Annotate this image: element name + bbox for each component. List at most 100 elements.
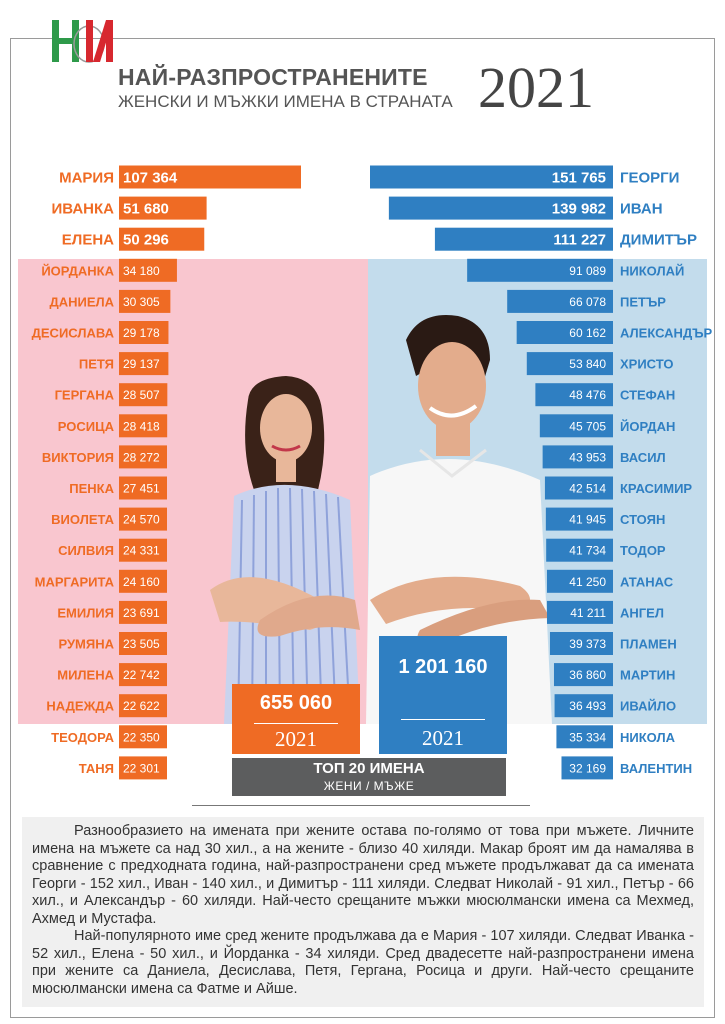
women-name-label: ПЕТЯ [79, 357, 114, 372]
men-name-label: ВАСИЛ [620, 450, 666, 465]
women-bar-value: 107 364 [123, 170, 178, 187]
women-name-label: МАРГАРИТА [35, 574, 115, 589]
women-bar [119, 756, 167, 780]
men-bar [388, 196, 613, 220]
women-bar-value: 29 137 [123, 357, 160, 371]
women-bar-value: 29 178 [123, 326, 160, 340]
men-name-label: ПЛАМЕН [620, 637, 677, 652]
women-bar-value: 22 622 [123, 699, 160, 713]
women-bar [119, 414, 168, 438]
men-bar-value: 36 493 [569, 699, 606, 713]
women-bar [119, 569, 167, 593]
men-name-label: ГЕОРГИ [620, 170, 679, 187]
women-name-label: ТАНЯ [79, 761, 114, 776]
men-name-label: ХРИСТО [620, 357, 673, 372]
page-title: НАЙ-РАЗПРОСТРАНЕНИТЕ [118, 64, 428, 90]
women-total-value: 655 060 [259, 692, 333, 714]
men-name-label: НИКОЛА [620, 730, 676, 745]
men-name-label: ИВАН [620, 201, 663, 218]
men-bar-value: 43 953 [569, 450, 606, 464]
men-bar-value: 41 734 [569, 544, 606, 558]
men-name-label: МАРТИН [620, 668, 675, 683]
men-bar-value: 41 211 [570, 606, 606, 620]
men-name-label: НИКОЛАЙ [620, 263, 684, 278]
men-bar-value: 35 334 [569, 730, 606, 744]
women-bar [119, 289, 171, 313]
men-bar-value: 53 840 [569, 357, 606, 371]
women-bar-value: 24 331 [123, 544, 160, 558]
women-name-label: ТЕОДОРА [51, 730, 114, 745]
title-block: НАЙ-РАЗПРОСТРАНЕНИТЕ ЖЕНСКИ И МЪЖКИ ИМЕН… [118, 55, 618, 122]
men-bar [507, 289, 613, 313]
women-total-year: 2021 [275, 727, 317, 751]
women-name-label: МИЛЕНА [57, 668, 114, 683]
women-name-label: ЕЛЕНА [62, 232, 114, 249]
men-bar [467, 258, 613, 282]
women-name-label: ВИОЛЕТА [51, 512, 114, 527]
men-name-label: ДИМИТЪР [620, 232, 697, 249]
women-name-label: РОСИЦА [58, 419, 115, 434]
women-bar [119, 165, 301, 189]
women-name-label: ДАНИЕЛА [49, 294, 114, 309]
women-bar-value: 27 451 [123, 482, 160, 496]
men-bar-value: 60 162 [569, 326, 606, 340]
men-name-label: АЛЕКСАНДЪР [620, 326, 713, 341]
men-name-label: ВАЛЕНТИН [620, 761, 692, 776]
women-bar-value: 23 505 [123, 637, 160, 651]
women-bar [119, 663, 167, 687]
women-total-box: 655 060 2021 [232, 684, 360, 754]
women-bar [119, 538, 167, 562]
women-name-label: СИЛВИЯ [58, 543, 114, 558]
women-name-label: ДЕСИСЛАВА [32, 326, 115, 341]
women-bar [119, 445, 167, 469]
women-bar [119, 383, 168, 407]
women-bar [119, 352, 169, 376]
men-bar-value: 42 514 [569, 482, 606, 496]
women-bar [119, 476, 167, 500]
men-bar [434, 227, 613, 251]
women-name-label: ИВАНКА [51, 201, 114, 218]
women-bar-value: 28 507 [123, 388, 160, 402]
men-bar [553, 663, 613, 687]
men-bar [547, 600, 613, 624]
women-bar [119, 694, 167, 718]
men-bar-value: 41 250 [569, 575, 606, 589]
page-frame [10, 38, 715, 1018]
men-name-label: АНГЕЛ [620, 605, 664, 620]
men-bar [544, 476, 613, 500]
women-bar-value: 30 305 [123, 295, 160, 309]
women-bar-value: 51 680 [123, 201, 169, 218]
women-total-divider [254, 723, 338, 724]
women-bar-value: 22 350 [123, 730, 160, 744]
women-name-label: ВИКТОРИЯ [42, 450, 114, 465]
men-bar-value: 32 169 [569, 761, 606, 775]
men-name-label: КРАСИМИР [620, 481, 692, 496]
men-bar [516, 321, 613, 344]
women-bar [119, 227, 205, 251]
women-bar-value: 24 570 [123, 513, 160, 527]
top20-title: ТОП 20 ИМЕНА [313, 760, 425, 777]
women-bar [119, 258, 177, 282]
logo [52, 20, 113, 63]
men-bar-value: 111 227 [553, 232, 606, 249]
text-panel: Разнообразието на имената при жените ост… [22, 817, 704, 1007]
page-subtitle: ЖЕНСКИ И МЪЖКИ ИМЕНА В СТРАНАТА [118, 92, 453, 111]
title-year: 2021 [478, 55, 594, 120]
women-bar [119, 600, 167, 624]
men-total-value: 1 201 160 [398, 656, 488, 678]
men-bar [535, 383, 613, 407]
women-bar [119, 196, 207, 220]
men-bar-value: 39 373 [569, 637, 606, 651]
men-bar [549, 632, 613, 655]
men-total-year: 2021 [422, 726, 464, 750]
men-name-label: АТАНАС [620, 574, 674, 589]
men-bar [370, 165, 613, 189]
men-bar [546, 569, 613, 593]
women-name-label: РУМЯНА [58, 637, 114, 652]
men-bar-value: 91 089 [569, 264, 606, 278]
women-bar-value: 34 180 [123, 264, 160, 278]
women-bar-value: 24 160 [123, 575, 160, 589]
women-bar [119, 321, 169, 344]
text-paragraph-1: Разнообразието на имената при жените ост… [32, 823, 694, 927]
men-bar [542, 445, 613, 469]
